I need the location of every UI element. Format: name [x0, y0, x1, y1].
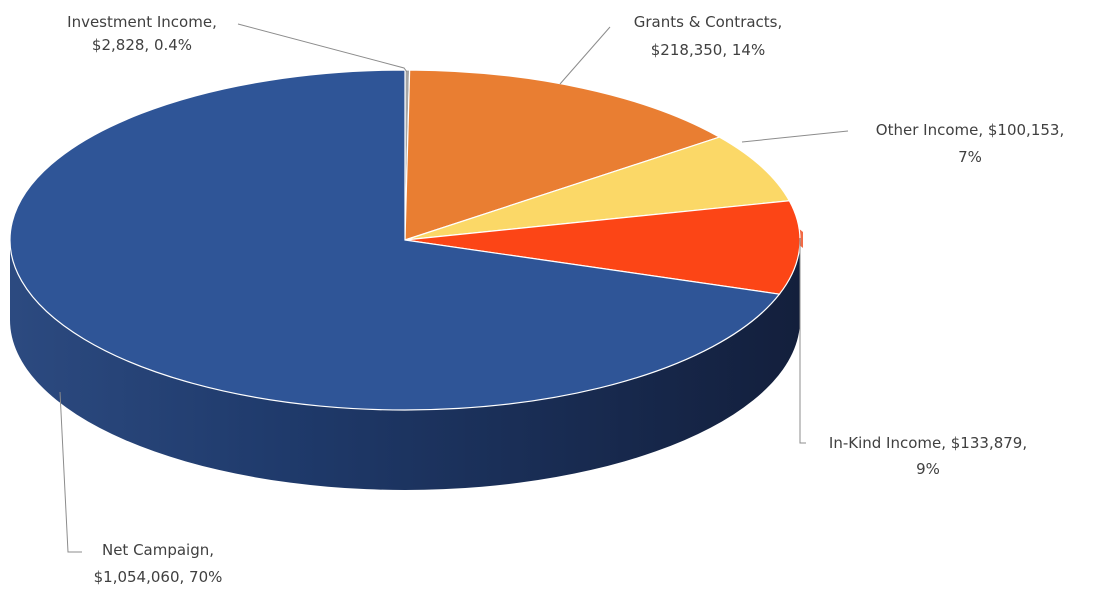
label-net-line2: $1,054,060, 70%	[94, 568, 223, 586]
leader-investment	[237, 23, 408, 73]
label-inkind-line2: 9%	[916, 460, 940, 478]
pie-slice-grants-contracts	[404, 69, 721, 241]
leader-grants	[559, 26, 611, 85]
label-other-line2: 7%	[958, 148, 982, 166]
label-grants-line2: $218,350, 14%	[651, 41, 765, 59]
label-other-line1: Other Income, $100,153,	[876, 121, 1064, 139]
label-investment-line1: Investment Income,	[67, 13, 217, 31]
label-net-line1: Net Campaign,	[102, 541, 214, 559]
pie-slice-other-income	[404, 136, 791, 241]
pie-top	[9, 69, 801, 411]
label-inkind-line1: In-Kind Income, $133,879,	[829, 434, 1027, 452]
leader-net	[59, 391, 82, 553]
leader-other	[741, 130, 849, 143]
leader-lines	[59, 23, 849, 553]
data-labels: Investment Income, $2,828, 0.4% Grants &…	[67, 13, 1064, 586]
label-investment-line2: $2,828, 0.4%	[92, 36, 192, 54]
pie-slice-net-campaign	[9, 69, 781, 411]
leader-inkind	[799, 238, 806, 444]
label-grants-line1: Grants & Contracts,	[634, 13, 783, 31]
pie-side-net-campaign	[10, 240, 800, 490]
